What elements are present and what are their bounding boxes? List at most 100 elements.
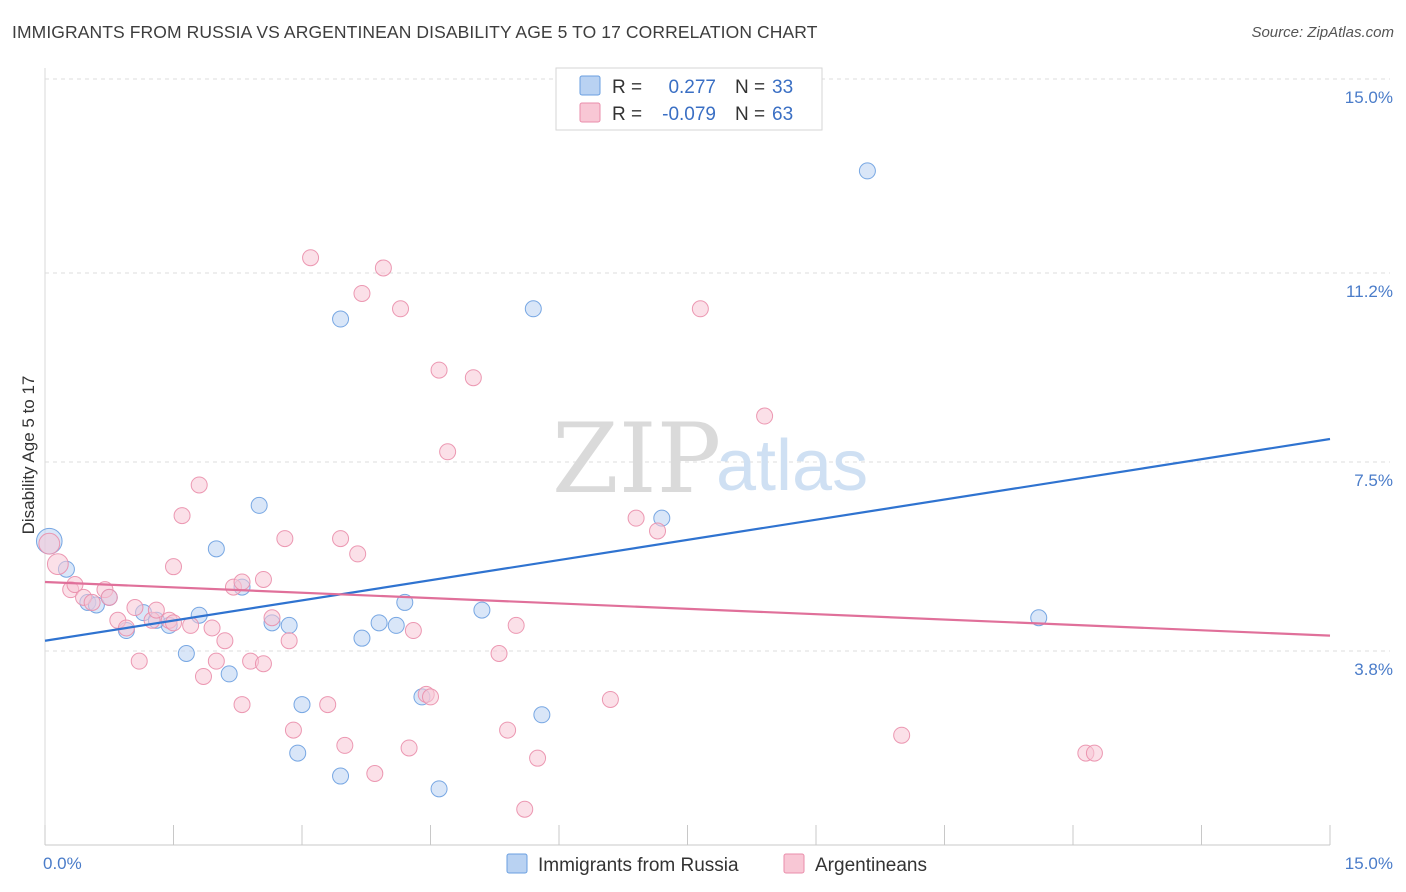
bottom-legend-label-argentineans: Argentineans: [815, 855, 927, 876]
bottom-legend-label-russia: Immigrants from Russia: [538, 855, 739, 876]
point-argentineans: [233, 696, 251, 714]
point-argentineans: [284, 721, 302, 739]
point-russia: [387, 616, 405, 634]
legend-swatch-argentineans: [579, 102, 601, 123]
legend-r-value-russia: 0.277: [668, 77, 716, 98]
point-argentineans: [194, 667, 212, 685]
legend-r-value-argentineans: -0.079: [662, 104, 716, 125]
point-argentineans: [336, 736, 354, 754]
point-argentineans: [691, 300, 709, 318]
point-argentineans: [190, 476, 208, 494]
point-russia: [250, 496, 268, 514]
point-argentineans: [83, 593, 101, 611]
point-russia: [353, 629, 371, 647]
point-russia: [430, 780, 448, 798]
y-tick-label: 15.0%: [1345, 88, 1393, 107]
point-argentineans: [147, 601, 165, 619]
point-russia: [473, 601, 491, 619]
point-russia: [207, 540, 225, 558]
point-argentineans: [464, 369, 482, 387]
x-tick-label-max: 15.0%: [1345, 854, 1393, 873]
legend-r-label-russia: R =: [612, 77, 642, 98]
y-tick-label: 3.8%: [1354, 660, 1393, 679]
point-argentineans: [254, 655, 272, 673]
chart-source: Source: ZipAtlas.com: [1251, 24, 1394, 41]
point-argentineans: [233, 573, 251, 591]
legend-n-label-russia: N =: [735, 77, 765, 98]
y-tick-label: 7.5%: [1354, 471, 1393, 490]
legend-n-value-argentineans: 63: [772, 104, 793, 125]
point-russia: [524, 300, 542, 318]
point-argentineans: [649, 522, 667, 540]
axes-layer: [44, 68, 1331, 846]
point-argentineans: [100, 588, 118, 606]
watermark: ZIP atlas: [552, 403, 868, 515]
legend-n-value-russia: 33: [772, 77, 793, 98]
bottom-legend-swatch-russia: [506, 853, 528, 874]
point-argentineans: [254, 570, 272, 588]
chart-title: IMMIGRANTS FROM RUSSIA VS ARGENTINEAN DI…: [12, 22, 818, 42]
point-argentineans: [280, 632, 298, 650]
points-layer: [35, 162, 1103, 818]
point-argentineans: [601, 690, 619, 708]
point-russia: [220, 665, 238, 683]
point-russia: [533, 706, 551, 724]
point-argentineans: [756, 407, 774, 425]
point-argentineans: [507, 616, 525, 634]
point-russia: [177, 645, 195, 662]
point-argentineans: [263, 609, 281, 627]
point-argentineans: [366, 765, 384, 783]
point-russia: [280, 616, 298, 634]
point-argentineans: [349, 545, 367, 563]
grid-layer: [45, 78, 1390, 652]
point-argentineans: [404, 622, 422, 640]
legend-swatch-russia: [579, 75, 601, 96]
point-russia: [332, 767, 350, 785]
point-argentineans: [627, 509, 645, 527]
point-argentineans: [38, 532, 61, 555]
point-argentineans: [126, 599, 144, 617]
point-argentineans: [529, 749, 547, 767]
legend-n-label-argentineans: N =: [735, 104, 765, 125]
point-russia: [289, 744, 307, 762]
point-argentineans: [1085, 744, 1103, 762]
point-russia: [332, 310, 350, 328]
watermark-zip: ZIP: [552, 403, 721, 515]
point-argentineans: [302, 249, 320, 267]
point-argentineans: [216, 632, 234, 650]
point-argentineans: [490, 645, 508, 662]
point-argentineans: [374, 259, 392, 277]
trend-line-russia: [44, 437, 1331, 642]
bottom-legend-swatch-argentineans: [783, 853, 805, 874]
point-argentineans: [130, 652, 148, 670]
point-argentineans: [392, 300, 410, 318]
legend: R = 0.277 N = 33 R = -0.079 N = 63: [555, 67, 823, 131]
point-argentineans: [353, 284, 371, 302]
y-tick-label: 11.2%: [1346, 282, 1393, 301]
point-argentineans: [46, 553, 69, 576]
watermark-atlas: atlas: [716, 426, 868, 506]
point-argentineans: [203, 619, 221, 637]
bottom-legend: Immigrants from Russia Argentineans: [506, 853, 927, 876]
point-argentineans: [430, 361, 448, 379]
legend-r-label-argentineans: R =: [612, 104, 642, 125]
point-russia: [370, 614, 388, 632]
y-axis-label: Disability Age 5 to 17: [19, 376, 38, 535]
trend-layer: [44, 437, 1331, 642]
point-argentineans: [319, 696, 337, 714]
point-russia: [1030, 609, 1048, 627]
point-argentineans: [439, 443, 457, 461]
point-argentineans: [332, 530, 350, 548]
trend-line-argentineans: [44, 580, 1331, 637]
point-argentineans: [173, 507, 191, 525]
point-argentineans: [516, 800, 534, 818]
point-russia: [293, 696, 311, 714]
point-argentineans: [893, 726, 911, 744]
point-russia: [396, 593, 414, 611]
point-russia: [858, 162, 876, 180]
point-argentineans: [207, 652, 225, 670]
point-argentineans: [165, 558, 182, 576]
point-argentineans: [165, 614, 182, 632]
point-argentineans: [276, 530, 294, 548]
